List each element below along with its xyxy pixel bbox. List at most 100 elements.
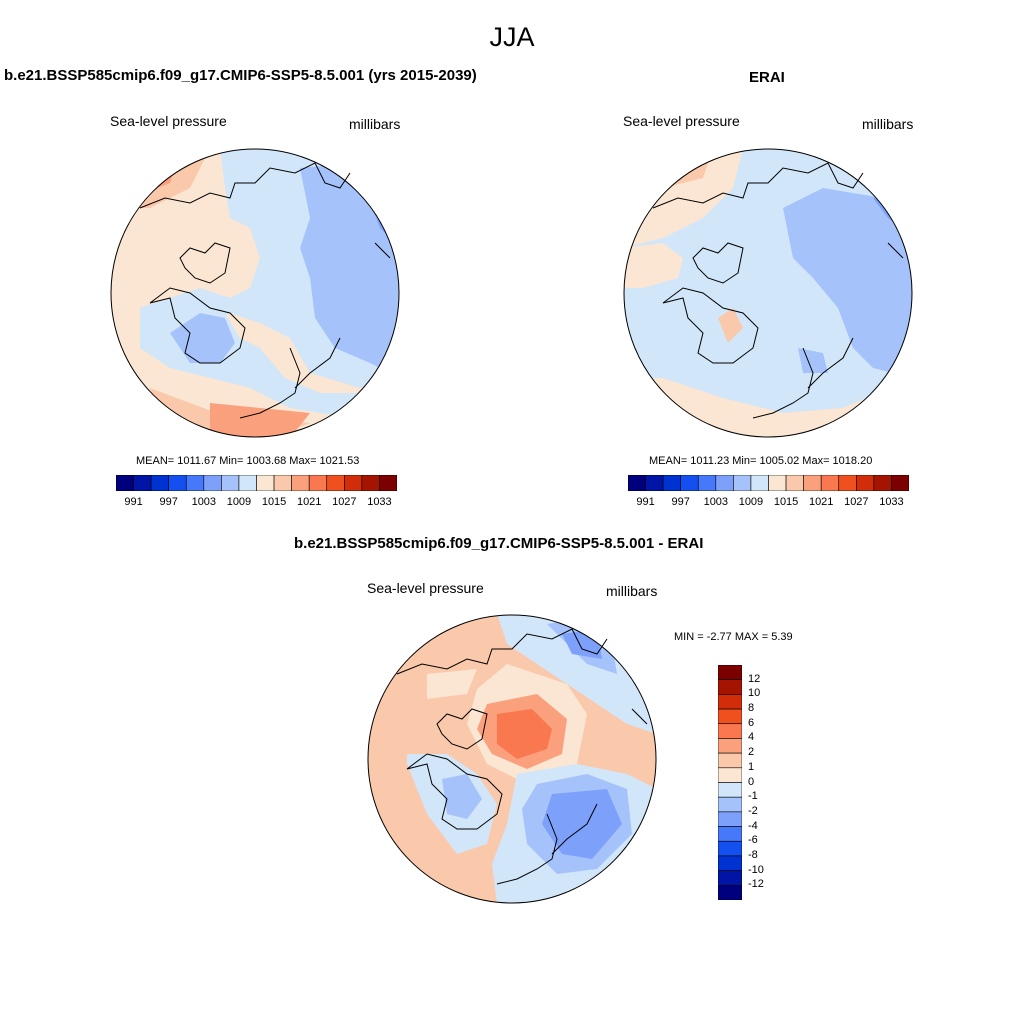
colorbar-tick-label: 1003 xyxy=(703,496,729,508)
colorbar-swatch xyxy=(750,475,769,491)
colorbar-tick-label: 991 xyxy=(124,496,143,508)
colorbar-swatch xyxy=(203,475,222,491)
panel1-colorbar xyxy=(116,475,397,491)
colorbar-swatch xyxy=(326,475,345,491)
colorbar-swatch xyxy=(680,475,699,491)
colorbar-swatch xyxy=(718,885,742,900)
panel1-stats: MEAN= 1011.67 Min= 1003.68 Max= 1021.53 xyxy=(136,455,360,467)
colorbar-swatch xyxy=(733,475,752,491)
panel2-units-label: millibars xyxy=(862,116,914,132)
colorbar-swatch xyxy=(873,475,892,491)
colorbar-swatch xyxy=(891,475,909,491)
colorbar-swatch xyxy=(308,475,328,491)
colorbar-swatch xyxy=(718,826,742,842)
colorbar-tick-label: 12 xyxy=(748,672,761,685)
colorbar-tick-label: -1 xyxy=(748,790,758,803)
colorbar-swatch xyxy=(168,475,187,491)
panel2-title: ERAI xyxy=(749,69,785,86)
colorbar-swatch xyxy=(768,475,787,491)
colorbar-tick-label: 997 xyxy=(159,496,178,508)
colorbar-tick-label: 10 xyxy=(748,687,761,700)
colorbar-swatch xyxy=(662,475,681,491)
colorbar-swatch xyxy=(856,475,875,491)
colorbar-swatch xyxy=(718,665,742,680)
colorbar-tick-label: -6 xyxy=(748,834,758,847)
colorbar-tick-label: 1 xyxy=(748,760,755,773)
colorbar-tick-label: 1015 xyxy=(773,496,799,508)
colorbar-swatch xyxy=(344,475,363,491)
colorbar-swatch xyxy=(185,475,205,491)
colorbar-tick-label: 1021 xyxy=(296,496,322,508)
colorbar-tick-label: 997 xyxy=(671,496,690,508)
colorbar-swatch xyxy=(150,475,169,491)
colorbar-tick-label: 1021 xyxy=(808,496,834,508)
colorbar-swatch xyxy=(133,475,152,491)
colorbar-swatch xyxy=(718,767,742,783)
colorbar-swatch xyxy=(718,840,742,857)
colorbar-tick-label: 991 xyxy=(636,496,655,508)
colorbar-swatch xyxy=(291,475,310,491)
panel1-colorbar-ticks: 991 997 1003 1009 1015 1021 1027 1033 xyxy=(116,496,397,510)
panel2-colorbar xyxy=(628,475,909,491)
panel1-title: b.e21.BSSP585cmip6.f09_g17.CMIP6-SSP5-8.… xyxy=(4,67,477,84)
panel2-polar-map xyxy=(623,148,913,438)
panel3-colorbar-ticks: 12 10 8 6 4 2 1 0 -1 -2 -4 -6 -8 -10 -12 xyxy=(748,665,788,900)
panel2-colorbar-ticks: 991 997 1003 1009 1015 1021 1027 1033 xyxy=(628,496,909,510)
colorbar-swatch xyxy=(715,475,734,491)
colorbar-tick-label: 1009 xyxy=(738,496,764,508)
colorbar-tick-label: 1003 xyxy=(191,496,217,508)
colorbar-tick-label: 1027 xyxy=(332,496,357,508)
colorbar-tick-label: 6 xyxy=(748,716,755,729)
colorbar-swatch xyxy=(718,723,742,739)
colorbar-tick-label: -8 xyxy=(748,848,758,861)
colorbar-tick-label: 1009 xyxy=(226,496,252,508)
panel3-colorbar xyxy=(718,665,742,900)
panel1-variable-label: Sea-level pressure xyxy=(110,113,227,129)
panel2-stats: MEAN= 1011.23 Min= 1005.02 Max= 1018.20 xyxy=(649,455,873,467)
colorbar-swatch xyxy=(820,475,840,491)
colorbar-swatch xyxy=(221,475,240,491)
panel3-title: b.e21.BSSP585cmip6.f09_g17.CMIP6-SSP5-8.… xyxy=(294,535,704,552)
colorbar-tick-label: 0 xyxy=(748,775,755,788)
panel2-variable-label: Sea-level pressure xyxy=(623,113,740,129)
colorbar-tick-label: 1033 xyxy=(367,496,392,508)
colorbar-tick-label: -10 xyxy=(748,863,764,876)
colorbar-swatch xyxy=(718,752,742,769)
colorbar-tick-label: 1033 xyxy=(879,496,904,508)
colorbar-swatch xyxy=(697,475,717,491)
panel3-stats: MIN = -2.77 MAX = 5.39 xyxy=(674,631,793,643)
colorbar-swatch xyxy=(116,475,134,491)
colorbar-tick-label: 8 xyxy=(748,702,755,715)
colorbar-tick-label: -4 xyxy=(748,819,758,832)
colorbar-tick-label: 2 xyxy=(748,746,755,759)
colorbar-tick-label: 1027 xyxy=(844,496,869,508)
colorbar-swatch xyxy=(718,738,742,754)
colorbar-swatch xyxy=(256,475,275,491)
colorbar-tick-label: 1015 xyxy=(261,496,287,508)
colorbar-swatch xyxy=(785,475,804,491)
colorbar-swatch xyxy=(718,855,742,871)
colorbar-tick-label: 4 xyxy=(748,731,755,744)
colorbar-swatch xyxy=(718,796,742,813)
colorbar-tick-label: -2 xyxy=(748,804,758,817)
panel1-polar-map xyxy=(110,148,400,438)
panel3-variable-label: Sea-level pressure xyxy=(367,580,484,596)
colorbar-swatch xyxy=(238,475,257,491)
colorbar-swatch xyxy=(718,694,742,710)
colorbar-swatch xyxy=(379,475,397,491)
colorbar-swatch xyxy=(361,475,380,491)
panel1-units-label: millibars xyxy=(349,116,401,132)
panel3-units-label: millibars xyxy=(606,583,658,599)
colorbar-swatch xyxy=(718,679,742,695)
colorbar-swatch xyxy=(718,708,742,725)
colorbar-swatch xyxy=(803,475,822,491)
figure-title: JJA xyxy=(489,22,535,52)
panel3-polar-map xyxy=(367,614,657,904)
colorbar-swatch xyxy=(645,475,664,491)
colorbar-tick-label: -12 xyxy=(748,878,764,891)
colorbar-swatch xyxy=(838,475,857,491)
colorbar-swatch xyxy=(273,475,292,491)
colorbar-swatch xyxy=(628,475,646,491)
colorbar-swatch xyxy=(718,782,742,798)
colorbar-swatch xyxy=(718,870,742,886)
